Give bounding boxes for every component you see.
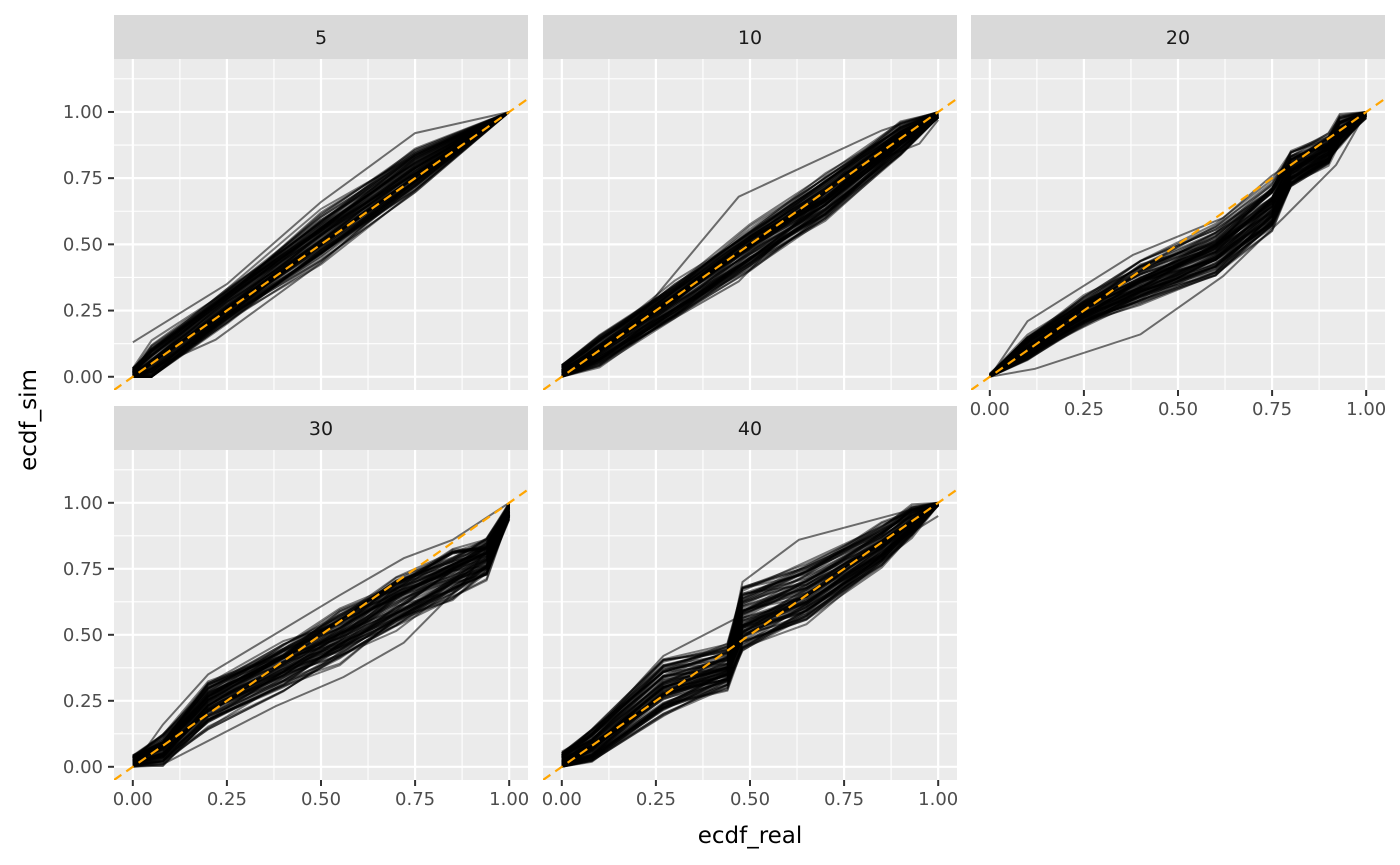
simulation-line-outlier [132,515,511,768]
facet-strip-label: 10 [738,27,762,49]
facet-strip [971,15,1385,59]
facet-strip-label: 30 [309,418,333,440]
y-tick-label: 0.75 [63,168,103,189]
simulation-line [989,115,1367,378]
simulation-line [989,112,1367,378]
simulation-line-outlier [989,111,1368,378]
x-tick-label: 0.50 [301,789,341,810]
identity-reference-line [114,97,528,390]
simulation-line [989,111,1367,376]
facet-strip-label: 5 [315,27,327,49]
x-tick-label: 1.00 [918,789,958,810]
y-tick-label: 0.00 [63,757,103,778]
simulation-line [561,502,939,765]
simulation-line-outlier [561,119,939,378]
simulation-line-outlier [561,111,939,373]
facet-strip-label: 40 [738,418,762,440]
simulation-line [561,111,939,366]
simulation-line [132,505,511,759]
facet-strip [543,406,957,450]
facet-strip [114,15,528,59]
simulation-line-outlier [561,116,939,378]
simulation-line [989,111,1367,376]
y-tick-label: 0.50 [63,625,103,646]
x-tick-label: 0.25 [636,789,676,810]
y-tick-label: 1.00 [63,102,103,123]
simulation-line [561,504,939,768]
y-tick-label: 0.50 [63,234,103,255]
facet-strip [543,15,957,59]
simulation-line [561,111,939,369]
simulation-line [561,501,939,758]
facet-strip-label: 20 [1166,27,1190,49]
identity-reference-line [543,97,957,390]
simulation-line [561,501,939,760]
simulation-line-outlier [561,501,939,768]
facet-panel-40: 40 0.00 0.25 0.50 0.75 1.00 [542,406,958,810]
simulation-line [989,112,1367,378]
x-tick-label: 0.00 [113,789,153,810]
y-axis-title: ecdf_sim [16,369,42,471]
simulation-line [132,512,511,766]
facet-panel-30: 30 0.00 0.25 0.50 0.75 1.00 0.00 0.25 0.50 0.75 1.… [63,406,529,810]
simulation-lines [543,488,957,780]
x-tick-label: 0.75 [824,789,864,810]
simulation-line-outlier [132,111,510,344]
x-tick-label: 0.75 [395,789,435,810]
simulation-line [132,111,510,378]
simulation-lines [543,97,957,390]
simulation-line-outlier [131,501,510,768]
y-tick-label: 0.25 [63,301,103,322]
facet-panel-20: 20 0.00 0.25 0.50 0.75 1.00 [970,15,1386,420]
x-tick-label: 0.00 [970,399,1010,420]
simulation-line [132,505,511,760]
identity-reference-line [971,97,1385,390]
facet-strip [114,406,528,450]
simulation-lines [114,488,528,780]
simulation-line [132,111,510,378]
simulation-line [132,516,511,766]
facet-panel-5: 5 0.00 0.25 0.50 0.75 1.00 [63,15,528,390]
y-tick-label: 0.00 [63,367,103,388]
x-tick-label: 0.25 [207,789,247,810]
identity-reference-line [543,488,957,780]
simulation-line-outlier [561,515,939,768]
x-tick-label: 0.50 [730,789,770,810]
simulation-line [132,111,510,378]
x-tick-label: 0.00 [542,789,582,810]
x-tick-label: 0.25 [1064,399,1104,420]
y-tick-label: 0.75 [63,559,103,580]
facet-panel-10: 10 [543,15,957,390]
x-tick-label: 0.75 [1252,399,1292,420]
y-tick-label: 1.00 [63,493,103,514]
x-tick-label: 1.00 [1346,399,1386,420]
identity-reference-line [114,488,528,780]
x-axis-title: ecdf_real [698,823,803,849]
x-tick-label: 1.00 [489,789,529,810]
simulation-lines [971,97,1385,390]
simulation-lines [114,97,528,390]
simulation-line-outlier [132,111,510,378]
simulation-line [132,111,510,377]
simulation-line [132,111,510,370]
x-tick-label: 0.50 [1158,399,1198,420]
facet-panels: 5 0.00 0.25 0.50 0.75 1.00 10 20 0.00 0.25 0.50 0.7… [63,15,1386,810]
y-tick-label: 0.25 [63,691,103,712]
